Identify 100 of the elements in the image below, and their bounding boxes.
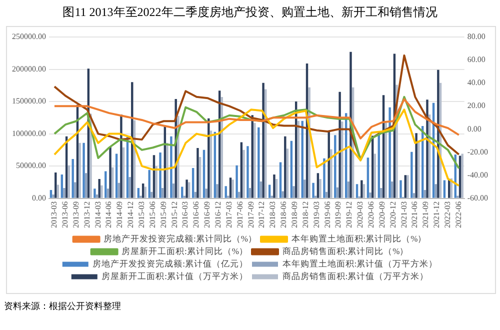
x-tick-label: 2019-12: [344, 201, 354, 228]
bar: [68, 165, 70, 198]
x-tick-label: 2014-09: [115, 201, 124, 228]
x-tick-label: 2014-12: [126, 201, 136, 228]
x-tick-label: 2018-12: [300, 201, 310, 228]
x-tick-label: 2018-03: [268, 201, 278, 228]
bar: [319, 178, 322, 198]
bar: [224, 186, 227, 198]
bar: [286, 148, 289, 198]
x-tick-label: 2013-03: [50, 201, 59, 228]
x-tick-label: 2015-03: [137, 201, 146, 228]
bar: [400, 180, 402, 198]
bar: [336, 187, 339, 198]
x-tick-label: 2013-12: [82, 201, 92, 228]
bar: [109, 146, 112, 198]
bar: [56, 184, 60, 198]
x-tick-label: 2015-06: [148, 201, 157, 228]
bar: [188, 182, 190, 198]
bar: [330, 149, 332, 198]
y2-tick-label: 20.00: [467, 101, 486, 110]
bar: [84, 173, 88, 198]
bar: [144, 186, 146, 198]
bar: [410, 152, 413, 198]
bar: [78, 142, 81, 198]
y-tick-label: 150000.00: [12, 96, 46, 106]
y-tick-label: 0.00: [32, 193, 46, 202]
bar: [380, 188, 382, 198]
x-tick-label: 2018-06: [279, 201, 288, 228]
bar: [94, 188, 96, 198]
x-tick-label: 2021-12: [432, 201, 442, 228]
bar: [172, 183, 175, 198]
text: 资料来源：根据公开资料整理: [4, 300, 121, 313]
bar: [260, 182, 262, 198]
y2-tick-label: 60.00: [467, 55, 486, 64]
bar: [366, 158, 370, 198]
bar: [238, 192, 240, 198]
bar: [82, 142, 85, 198]
x-tick-label: 2021-03: [399, 201, 408, 228]
bar: [229, 178, 232, 198]
bar: [162, 188, 164, 198]
x-tick-label: 2022-03: [443, 201, 452, 228]
x-tick-label: 2016-06: [192, 201, 201, 228]
bar: [104, 171, 107, 198]
bar: [216, 184, 218, 198]
bar: [290, 140, 293, 198]
x-tick-label: 2021-09: [421, 201, 430, 228]
x-tick-label: 2017-03: [224, 201, 234, 228]
bar: [166, 142, 168, 198]
bar: [170, 136, 172, 198]
x-tick-label: 2020-03: [356, 201, 365, 228]
bar: [159, 152, 162, 198]
bar: [325, 192, 328, 198]
bar: [316, 173, 320, 198]
bar: [246, 146, 249, 198]
bar: [198, 157, 202, 198]
bar: [137, 188, 140, 198]
bar: [347, 182, 350, 198]
x-tick-label: 2020-06: [366, 201, 376, 228]
bar: [273, 174, 276, 198]
x-tick-label: 2015-09: [158, 201, 168, 228]
bar: [284, 136, 286, 198]
bar: [374, 154, 376, 198]
x-tick-label: 2020-12: [388, 201, 398, 228]
x-tick-label: 2019-09: [334, 201, 343, 228]
bar: [443, 180, 446, 198]
bar: [181, 186, 184, 198]
bar: [461, 154, 464, 198]
bar: [202, 150, 206, 198]
y2-tick-label: -20.00: [467, 147, 488, 156]
x-tick-label: 2018-09: [290, 201, 300, 228]
x-tick-label: 2021-06: [410, 201, 420, 228]
y2-tick-label: 0.00: [467, 124, 482, 134]
bar: [52, 194, 54, 198]
bar: [236, 165, 238, 198]
legend-label: 房屋新开工面积:累计值（万平方米）: [102, 270, 248, 281]
bar: [268, 184, 271, 198]
bar: [369, 192, 372, 198]
bar: [292, 186, 295, 198]
x-tick-label: 2014-06: [104, 201, 114, 228]
bar: [356, 184, 358, 198]
bar: [262, 82, 264, 198]
x-tick-label: 2016-12: [214, 201, 223, 228]
bar: [205, 188, 208, 198]
x-tick-label: 2019-06: [322, 201, 332, 228]
bar: [415, 133, 418, 198]
bar: [282, 191, 284, 198]
bar: [406, 175, 409, 198]
bar: [404, 175, 406, 198]
x-tick-label: 2017-06: [235, 201, 244, 228]
bar: [458, 156, 462, 198]
bar: [334, 135, 336, 198]
y-tick-label: 100000.00: [12, 128, 46, 138]
bar: [304, 180, 306, 198]
bar: [54, 172, 57, 198]
bar: [338, 92, 341, 198]
bar: [122, 147, 125, 198]
bar: [360, 180, 363, 198]
y-tick-label: 200000.00: [12, 64, 46, 74]
legend-label: 商品房销售面积:累计同比（%）: [282, 246, 409, 256]
bar: [120, 114, 122, 198]
